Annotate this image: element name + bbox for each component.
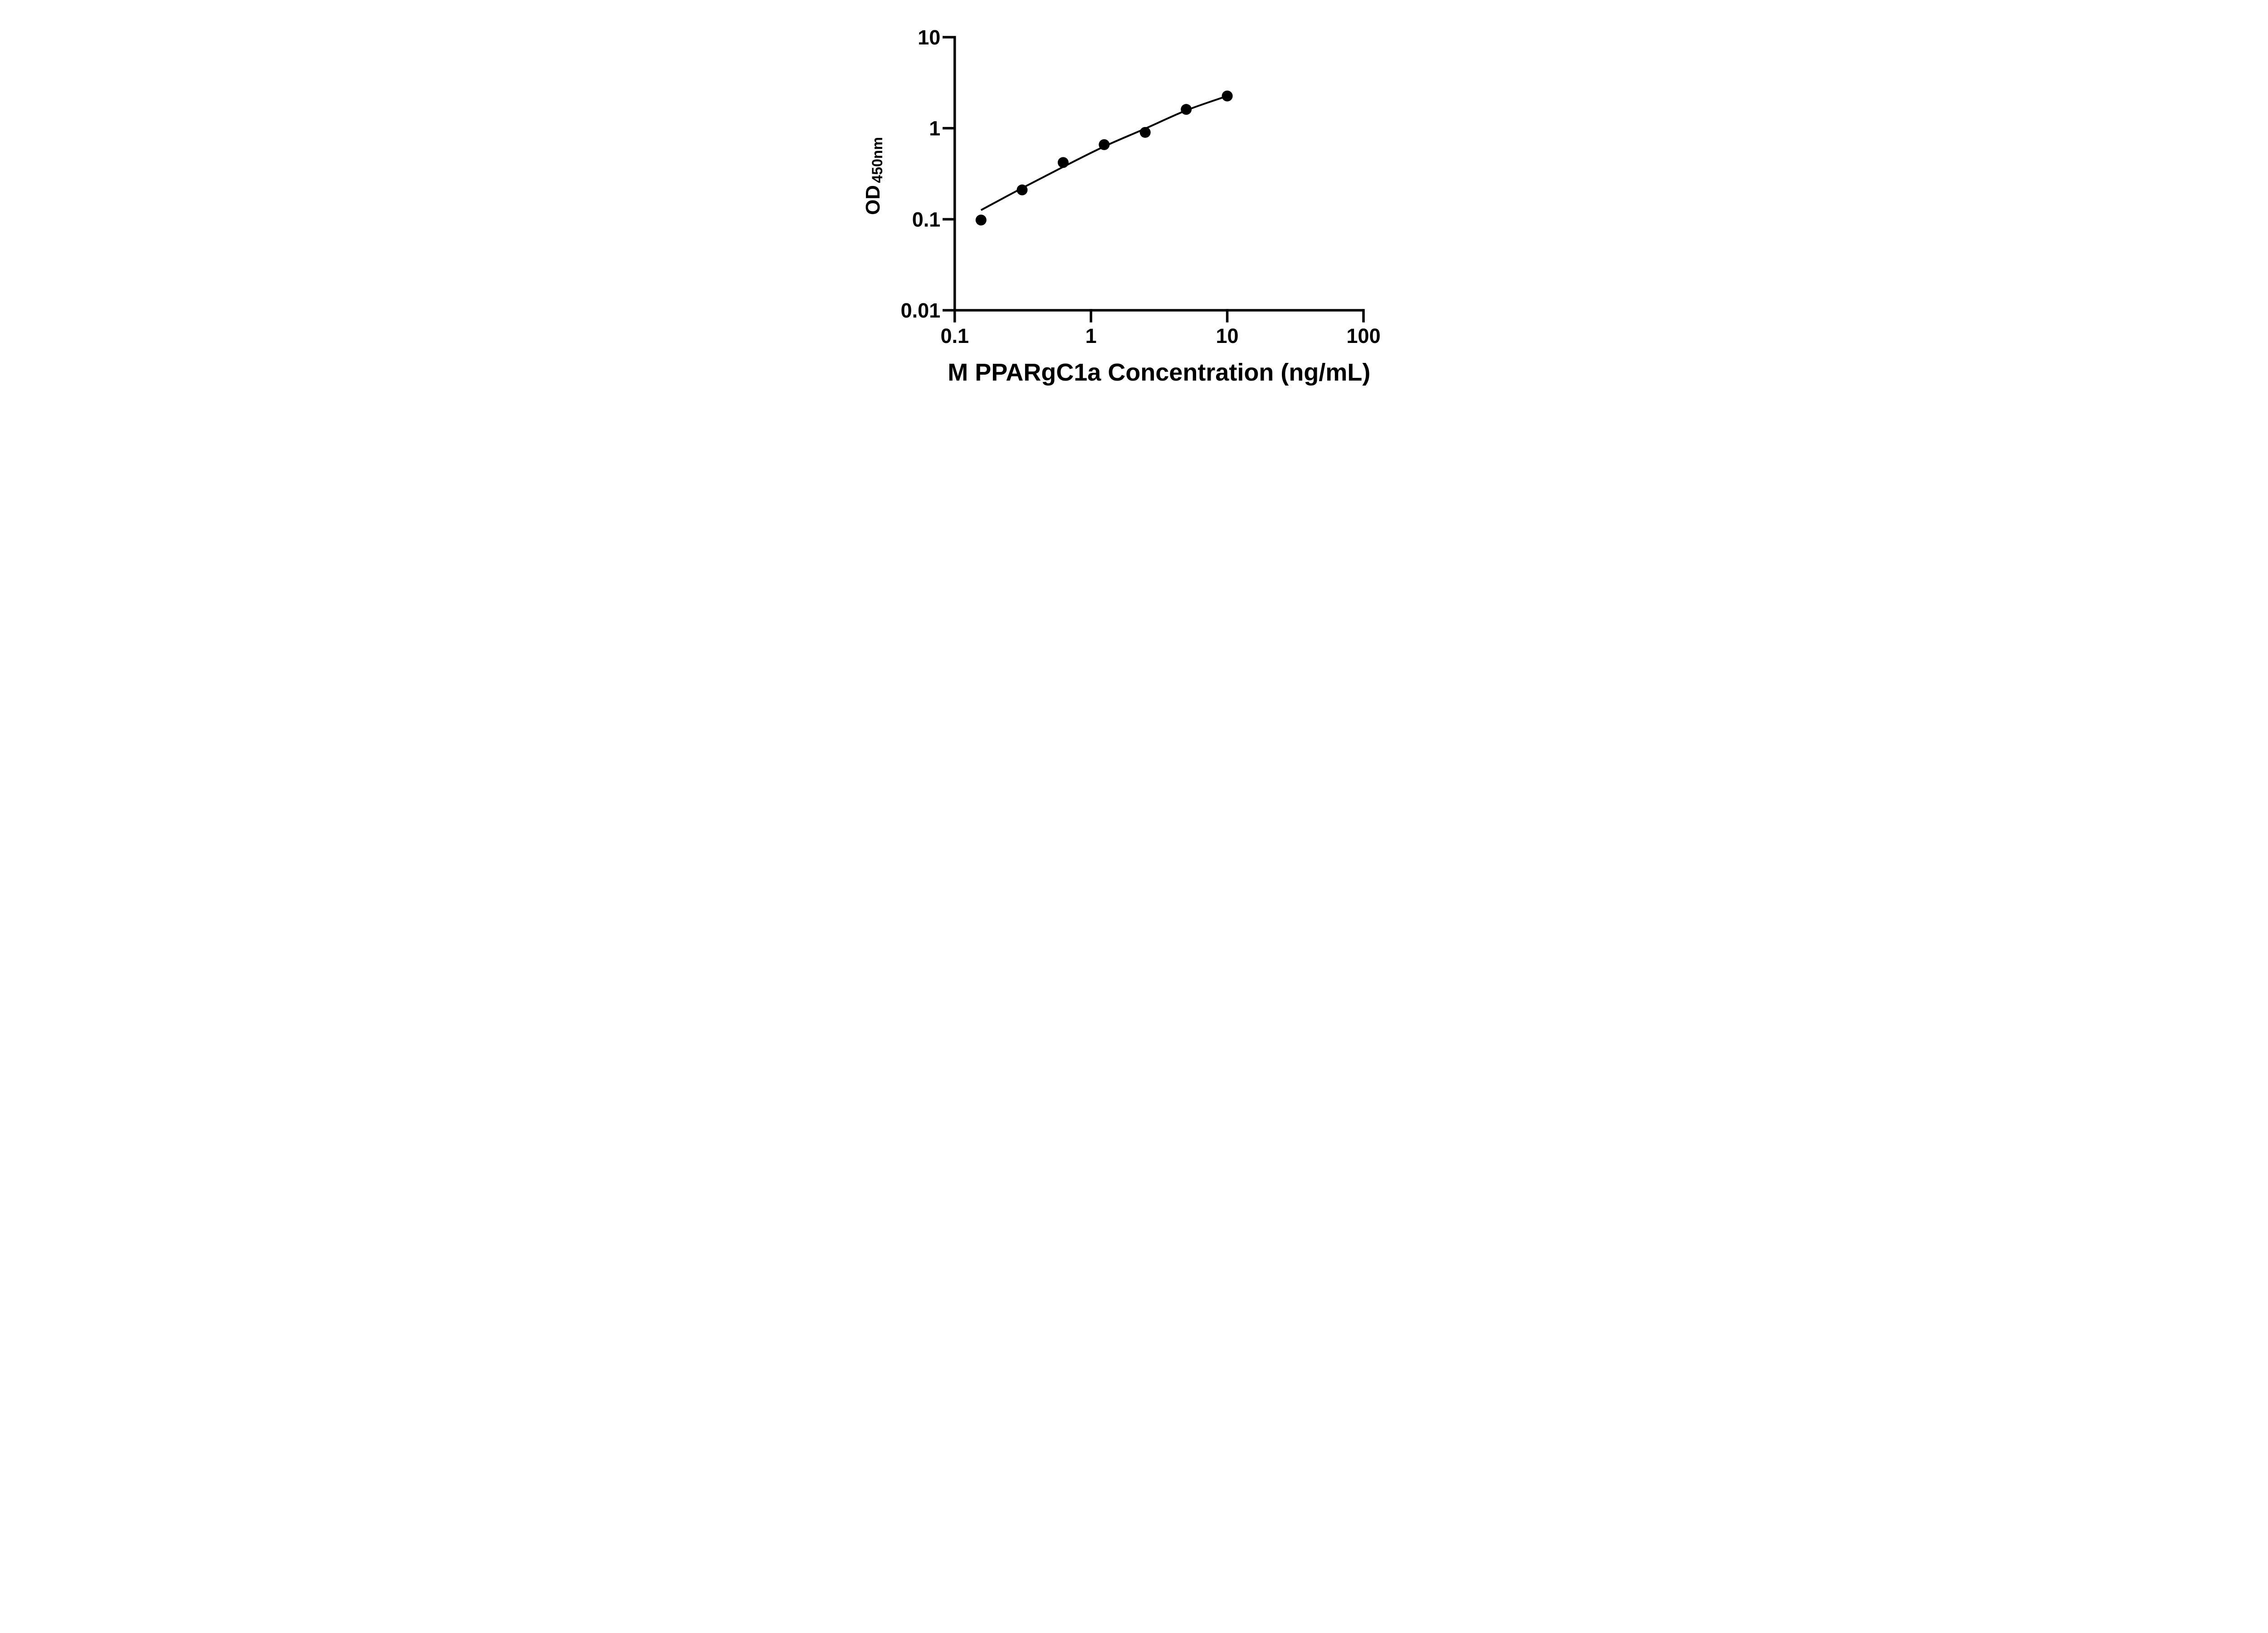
x-tick-label-0.1: 0.1 [940,324,969,347]
axis-lines [953,37,1364,312]
data-point-x-10 [1222,90,1233,102]
elisa-standard-curve-figure: 0.1 1 10 100 0.01 0.1 1 10 M PPARgC1a Concentra… [842,0,1426,408]
x-axis-title: M PPARgC1a Concentration (ng/mL) [948,359,1370,386]
y-tick-label-0.01: 0.01 [901,299,941,322]
y-tick-label-10: 10 [918,26,940,49]
data-point-x-0.156 [975,215,987,226]
y-axis-title-sub: 450nm [869,137,885,183]
x-tick-label-1: 1 [1085,324,1097,347]
y-tick-label-0.1: 0.1 [912,208,941,231]
y-axis-title-main: OD [862,185,884,215]
data-point-x-5 [1181,104,1192,115]
y-tick-label-1: 1 [929,117,940,140]
x-tick-label-100: 100 [1346,324,1380,347]
data-point-x-2.5 [1139,127,1151,138]
data-point-x-1.25 [1099,139,1110,150]
data-point-x-0.3125 [1017,184,1028,196]
data-point-x-0.625 [1057,157,1069,168]
x-tick-label-10: 10 [1216,324,1239,347]
y-axis-title: OD 450nm [862,137,885,215]
